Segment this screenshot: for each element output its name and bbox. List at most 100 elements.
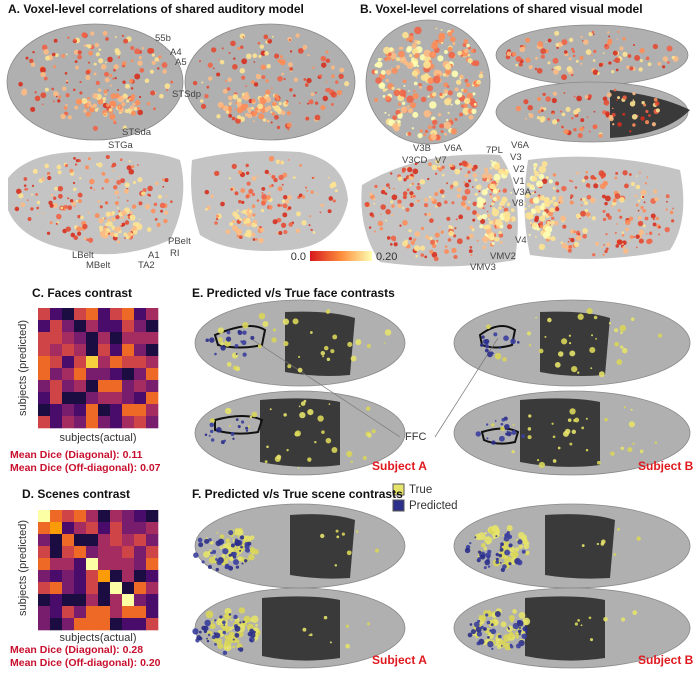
activation-blob bbox=[610, 451, 615, 456]
activation-blob bbox=[514, 547, 520, 552]
activation-blob bbox=[232, 93, 239, 100]
activation-blob bbox=[30, 62, 36, 67]
activation-blob bbox=[89, 178, 95, 185]
activation-blob bbox=[42, 212, 45, 215]
activation-blob bbox=[52, 196, 57, 200]
activation-blob bbox=[233, 614, 238, 620]
activation-blob bbox=[515, 55, 522, 62]
matrix-cell bbox=[98, 582, 111, 595]
activation-blob bbox=[301, 220, 307, 226]
activation-blob bbox=[388, 186, 391, 189]
activation-blob bbox=[640, 116, 645, 121]
activation-blob bbox=[547, 38, 552, 43]
activation-blob bbox=[237, 556, 243, 562]
activation-blob bbox=[130, 110, 136, 116]
activation-blob bbox=[268, 191, 271, 194]
activation-blob bbox=[528, 414, 532, 418]
activation-blob bbox=[474, 178, 478, 182]
activation-blob bbox=[441, 41, 444, 44]
activation-blob bbox=[581, 544, 585, 547]
activation-blob bbox=[382, 187, 386, 191]
activation-blob bbox=[103, 89, 108, 94]
activation-blob bbox=[44, 87, 49, 92]
x-axis-label: subjects(actual) bbox=[59, 632, 136, 644]
activation-blob bbox=[128, 97, 131, 101]
activation-blob bbox=[605, 233, 608, 236]
matrix-cell bbox=[74, 368, 87, 381]
activation-blob bbox=[495, 179, 500, 184]
activation-blob bbox=[538, 348, 544, 354]
activation-blob bbox=[273, 114, 279, 120]
activation-blob bbox=[476, 184, 482, 190]
activation-blob bbox=[72, 88, 76, 92]
activation-blob bbox=[436, 202, 442, 207]
activation-blob bbox=[57, 99, 61, 103]
activation-blob bbox=[541, 109, 544, 112]
activation-blob bbox=[621, 231, 625, 234]
activation-blob bbox=[574, 622, 579, 626]
activation-blob bbox=[569, 350, 576, 357]
matrix-cell bbox=[122, 534, 135, 547]
activation-blob bbox=[431, 164, 438, 171]
activation-blob bbox=[294, 430, 301, 437]
activation-blob bbox=[508, 562, 512, 566]
activation-blob bbox=[525, 117, 528, 120]
matrix-cell bbox=[122, 404, 135, 417]
activation-blob bbox=[78, 159, 81, 163]
activation-blob bbox=[137, 60, 143, 66]
activation-blob bbox=[454, 168, 461, 175]
roi-label: STSda bbox=[122, 127, 152, 138]
activation-blob bbox=[286, 122, 292, 128]
activation-blob bbox=[98, 218, 104, 224]
activation-blob bbox=[232, 64, 238, 70]
activation-blob bbox=[212, 549, 217, 554]
matrix-cell bbox=[50, 618, 63, 631]
matrix-cell bbox=[74, 618, 87, 631]
activation-blob bbox=[419, 129, 423, 133]
activation-blob bbox=[235, 565, 240, 569]
activation-blob bbox=[297, 47, 304, 54]
activation-blob bbox=[403, 60, 408, 66]
activation-blob bbox=[622, 37, 626, 41]
activation-blob bbox=[222, 105, 229, 112]
activation-blob bbox=[577, 618, 581, 622]
activation-blob bbox=[531, 185, 535, 189]
activation-blob bbox=[671, 219, 675, 223]
activation-blob bbox=[545, 96, 551, 102]
activation-blob bbox=[93, 188, 96, 191]
activation-blob bbox=[314, 440, 317, 444]
activation-blob bbox=[74, 60, 78, 64]
activation-blob bbox=[24, 187, 28, 191]
activation-blob bbox=[159, 93, 164, 99]
activation-blob bbox=[447, 111, 450, 115]
matrix-cell bbox=[86, 594, 99, 607]
activation-blob bbox=[502, 206, 505, 208]
activation-blob bbox=[104, 71, 109, 77]
activation-blob bbox=[136, 106, 141, 111]
activation-blob bbox=[647, 62, 652, 67]
activation-blob bbox=[51, 87, 55, 91]
matrix-cell bbox=[134, 380, 147, 393]
activation-blob bbox=[277, 76, 283, 82]
activation-blob bbox=[616, 99, 618, 101]
activation-blob bbox=[447, 31, 453, 37]
activation-blob bbox=[491, 241, 495, 246]
activation-blob bbox=[463, 181, 466, 184]
activation-blob bbox=[604, 201, 608, 206]
subject-label: Subject A bbox=[372, 459, 427, 473]
activation-blob bbox=[413, 81, 418, 86]
activation-blob bbox=[474, 192, 478, 196]
activation-blob bbox=[586, 308, 593, 315]
activation-blob bbox=[434, 232, 440, 238]
matrix-cell bbox=[62, 582, 75, 595]
activation-blob bbox=[543, 107, 547, 111]
activation-blob bbox=[444, 132, 448, 136]
matrix-cell bbox=[98, 308, 111, 321]
activation-blob bbox=[623, 248, 629, 254]
activation-blob bbox=[534, 67, 538, 71]
activation-blob bbox=[485, 224, 491, 230]
activation-blob bbox=[287, 206, 292, 210]
activation-blob bbox=[268, 205, 273, 210]
activation-blob bbox=[581, 39, 584, 42]
activation-blob bbox=[226, 87, 231, 91]
